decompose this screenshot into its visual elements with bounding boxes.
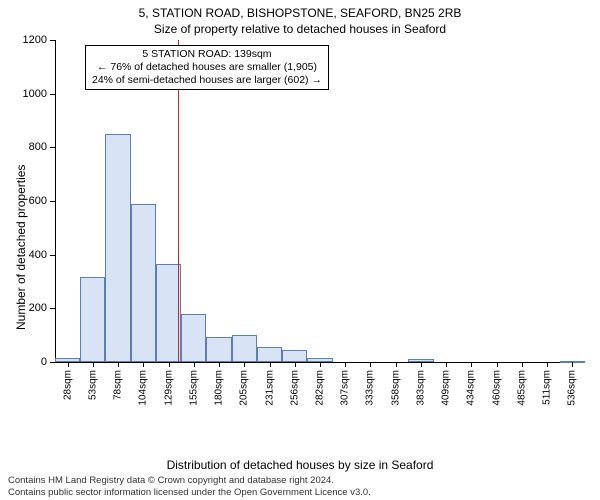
- x-tick: [194, 362, 195, 367]
- x-tick: [446, 362, 447, 367]
- histogram-bar: [131, 204, 156, 362]
- x-tick: [118, 362, 119, 367]
- x-tick: [68, 362, 69, 367]
- x-tick: [522, 362, 523, 367]
- x-tick: [497, 362, 498, 367]
- x-tick-label: 460sqm: [491, 370, 502, 406]
- x-tick: [396, 362, 397, 367]
- annotation-line: ← 76% of detached houses are smaller (1,…: [92, 61, 322, 74]
- x-tick-label: 180sqm: [214, 370, 225, 406]
- x-tick-label: 231sqm: [264, 370, 275, 406]
- attribution-line-1: Contains HM Land Registry data © Crown c…: [8, 475, 592, 486]
- x-tick-label: 383sqm: [415, 370, 426, 406]
- x-tick-label: 511sqm: [542, 370, 553, 405]
- x-tick: [244, 362, 245, 367]
- x-tick: [93, 362, 94, 367]
- x-tick: [295, 362, 296, 367]
- x-tick-label: 536sqm: [567, 370, 578, 406]
- x-tick-label: 205sqm: [239, 370, 250, 406]
- y-tick: [50, 308, 55, 309]
- x-tick-label: 282sqm: [315, 370, 326, 406]
- y-tick-label: 600: [17, 195, 47, 207]
- x-tick: [219, 362, 220, 367]
- y-tick-label: 1200: [17, 34, 47, 46]
- attribution-line-2: Contains public sector information licen…: [8, 487, 592, 498]
- x-tick-label: 434sqm: [466, 370, 477, 406]
- histogram-bar: [206, 337, 231, 362]
- x-axis-label: Distribution of detached houses by size …: [0, 458, 600, 472]
- y-tick: [50, 40, 55, 41]
- x-tick: [143, 362, 144, 367]
- x-tick: [345, 362, 346, 367]
- y-tick-label: 1000: [17, 88, 47, 100]
- y-tick-label: 400: [17, 249, 47, 261]
- x-tick: [547, 362, 548, 367]
- x-tick-label: 155sqm: [188, 370, 199, 406]
- x-tick-label: 78sqm: [113, 370, 124, 400]
- histogram-bar: [181, 314, 206, 362]
- y-tick: [50, 201, 55, 202]
- x-tick-label: 485sqm: [516, 370, 527, 406]
- histogram-bar: [232, 335, 257, 362]
- chart-title-sub: Size of property relative to detached ho…: [0, 22, 600, 36]
- x-tick-label: 104sqm: [138, 370, 149, 406]
- y-tick: [50, 362, 55, 363]
- x-tick: [320, 362, 321, 367]
- histogram-bar: [80, 277, 105, 362]
- annotation-line: 24% of semi-detached houses are larger (…: [92, 74, 322, 87]
- histogram-bar: [105, 134, 130, 362]
- y-tick: [50, 255, 55, 256]
- histogram-bar: [282, 350, 307, 362]
- x-tick: [572, 362, 573, 367]
- x-tick-label: 409sqm: [441, 370, 452, 406]
- x-tick-label: 256sqm: [289, 370, 300, 406]
- y-tick-label: 800: [17, 141, 47, 153]
- x-tick-label: 333sqm: [365, 370, 376, 406]
- x-tick: [370, 362, 371, 367]
- x-tick-label: 129sqm: [163, 370, 174, 406]
- y-tick: [50, 147, 55, 148]
- x-tick: [471, 362, 472, 367]
- x-tick: [421, 362, 422, 367]
- y-tick-label: 0: [17, 356, 47, 368]
- x-tick: [169, 362, 170, 367]
- annotation-line: 5 STATION ROAD: 139sqm: [92, 48, 322, 61]
- y-tick: [50, 94, 55, 95]
- chart-title-main: 5, STATION ROAD, BISHOPSTONE, SEAFORD, B…: [0, 6, 600, 20]
- chart-plot-area: 02004006008001000120028sqm53sqm78sqm104s…: [55, 40, 585, 410]
- x-tick: [270, 362, 271, 367]
- attribution-text: Contains HM Land Registry data © Crown c…: [8, 475, 592, 498]
- x-tick-label: 53sqm: [87, 370, 98, 400]
- x-tick-label: 358sqm: [390, 370, 401, 406]
- y-axis-line: [55, 40, 56, 362]
- x-tick-label: 307sqm: [340, 370, 351, 406]
- histogram-bar: [257, 347, 282, 362]
- y-tick-label: 200: [17, 302, 47, 314]
- annotation-box: 5 STATION ROAD: 139sqm← 76% of detached …: [85, 45, 329, 90]
- x-tick-label: 28sqm: [62, 370, 73, 400]
